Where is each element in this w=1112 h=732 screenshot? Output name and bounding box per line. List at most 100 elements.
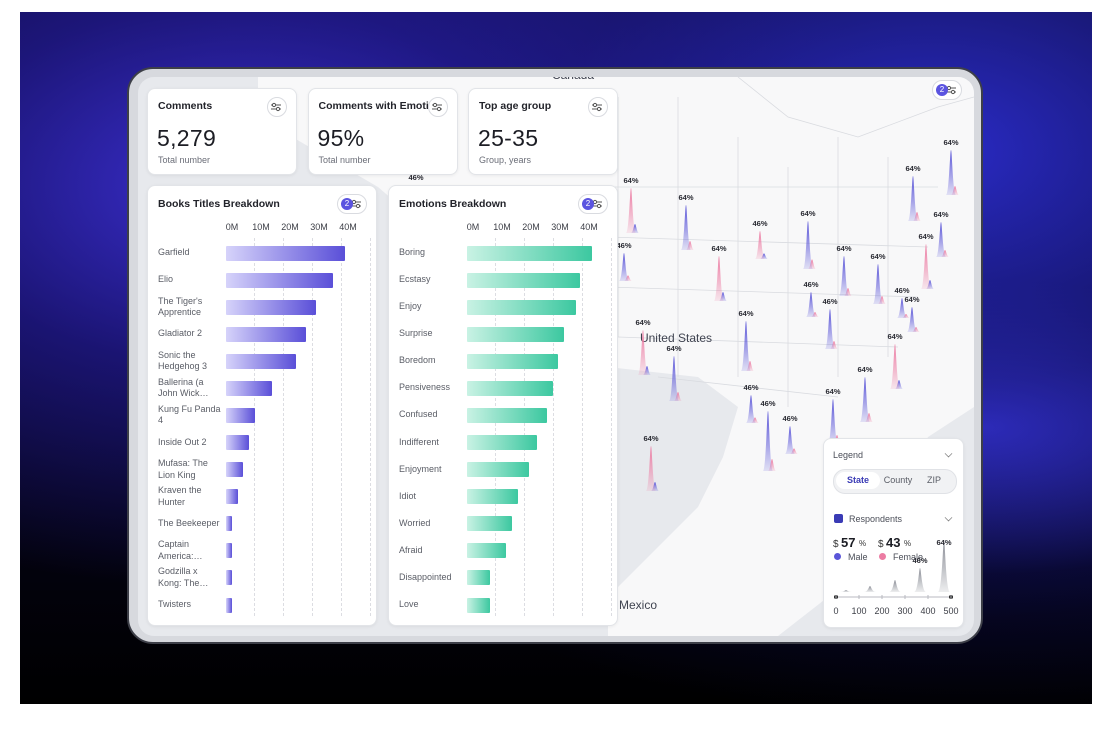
spike-label: 64% <box>936 538 951 547</box>
category-label: Confused <box>399 409 438 420</box>
bar <box>467 326 565 342</box>
kpi-value: 95% <box>317 125 365 151</box>
filter-button[interactable]: 2 <box>932 80 962 100</box>
spike-label: 46% <box>822 297 837 306</box>
chevron[interactable] <box>944 449 953 458</box>
filter-badge: 2 <box>936 84 948 96</box>
legend-title: Legend <box>833 450 864 460</box>
spike-label: 46% <box>894 286 909 295</box>
x-tick-label: 0M <box>466 222 480 232</box>
spike-label: 46% <box>760 399 775 408</box>
category-label: The Tiger's Apprentice <box>158 295 203 318</box>
bar <box>226 407 255 423</box>
bar <box>226 570 232 586</box>
spike <box>936 222 946 257</box>
tab[interactable]: County <box>883 475 913 485</box>
spike-label: 64% <box>905 164 920 173</box>
spike <box>669 356 679 401</box>
filter-button[interactable] <box>267 97 287 117</box>
spike <box>860 377 870 422</box>
stat-value: 57 <box>841 535 856 550</box>
filter-button[interactable] <box>588 97 608 117</box>
spike <box>626 188 636 233</box>
filter-button[interactable] <box>427 97 448 117</box>
chevron[interactable] <box>944 513 953 522</box>
bar <box>226 435 250 451</box>
spike-label: 64% <box>711 244 726 253</box>
bar <box>467 462 530 478</box>
x-tick-label: 40M <box>580 222 598 232</box>
filter-button[interactable]: 2 <box>578 194 608 214</box>
kpi-subtitle: Total number <box>158 155 211 165</box>
category-label: Indifferent <box>399 436 439 447</box>
category-label: Surprise <box>399 328 433 339</box>
kpi-subtitle: Total number <box>318 155 371 165</box>
spike <box>828 399 838 444</box>
spike-label: 64% <box>943 138 958 147</box>
legend-chart: 46% 64% <box>834 538 953 599</box>
grid-line <box>312 238 313 616</box>
grid-line <box>582 238 583 616</box>
category-label: Garfield <box>158 247 190 257</box>
checkbox[interactable] <box>834 514 843 523</box>
bar <box>226 272 334 288</box>
spike-label: 64% <box>623 176 638 185</box>
bar <box>226 516 232 532</box>
legend-panel: Legend State County ZIP Respondents $57% Male $… <box>823 438 964 628</box>
bar <box>226 299 316 315</box>
category-label: Love <box>399 599 419 610</box>
spike-label: 64% <box>825 387 840 396</box>
spike-label: 46% <box>616 241 631 250</box>
category-label: Idiot <box>399 490 417 501</box>
spike-label: 46% <box>408 173 423 182</box>
filter-badge: 2 <box>341 198 353 210</box>
legend-label: Female <box>893 552 924 562</box>
spike <box>873 264 883 304</box>
bar <box>467 245 592 261</box>
spike-label: 46% <box>752 219 767 228</box>
kpi-title: Top age group <box>479 100 552 112</box>
category-label: Boring <box>399 247 426 257</box>
spike-label: 46% <box>743 383 758 392</box>
kpi-card: Comments with Emotio 95% Total number <box>307 88 458 175</box>
spike-label: 64% <box>635 318 650 327</box>
x-tick-label: 20M <box>522 222 540 232</box>
spike <box>714 256 724 301</box>
spike <box>638 330 648 375</box>
axis-label: 500 <box>943 606 959 616</box>
tab[interactable]: ZIP <box>926 475 941 485</box>
category-label: Inside Out 2 <box>158 436 207 447</box>
kpi-value: 5,279 <box>157 125 217 151</box>
spike-label: 64% <box>887 332 902 341</box>
category-label: Ecstasy <box>399 274 431 285</box>
bar <box>467 570 491 586</box>
spike <box>746 395 756 423</box>
kpi-value: 25-35 <box>478 125 539 151</box>
spike <box>914 568 926 592</box>
state-borders <box>607 77 974 407</box>
kpi-subtitle: Group, years <box>479 155 532 165</box>
category-label: Kraven the Hunter <box>158 485 202 507</box>
spike <box>890 344 900 389</box>
bar <box>467 516 512 532</box>
spike <box>681 205 691 250</box>
spike-label: 64% <box>836 244 851 253</box>
category-label: Ballerina (a John Wick… <box>158 376 209 399</box>
category-label: Elio <box>158 274 174 285</box>
chart-card: Books Titles Breakdown 2 0M 10M 20M 30M 40M Gar… <box>147 185 377 626</box>
layer-name: Respondents <box>849 514 903 524</box>
category-label: Kung Fu Panda 4 <box>158 403 221 426</box>
spike <box>785 426 795 454</box>
category-label: Mufasa: The Lion King <box>158 458 208 480</box>
bar <box>467 380 553 396</box>
category-label: Sonic the Hedgehog 3 <box>158 349 208 372</box>
x-tick-label: 10M <box>493 222 511 232</box>
legend-dot <box>879 553 886 560</box>
filter-button[interactable]: 2 <box>337 194 367 214</box>
category-label: Godzilla x Kong: The Ne… <box>158 566 200 588</box>
category-label: Worried <box>399 517 431 528</box>
tab[interactable]: State <box>836 472 880 489</box>
spike <box>840 590 852 592</box>
segmented-control: State County ZIP <box>833 469 957 494</box>
filter-badge: 2 <box>582 198 594 210</box>
